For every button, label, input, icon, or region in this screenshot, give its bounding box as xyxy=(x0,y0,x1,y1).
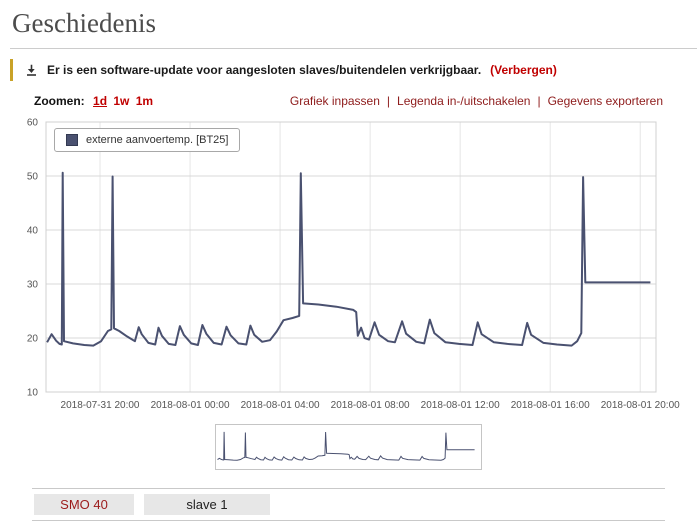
tabs-divider-top xyxy=(32,488,665,489)
svg-text:60: 60 xyxy=(27,118,39,129)
download-icon xyxy=(25,64,38,77)
link-separator: | xyxy=(537,94,541,108)
history-chart[interactable]: 10 20 30 40 50 60 2018-07-31 20:00 2018-08-01 0… xyxy=(12,116,697,412)
svg-text:2018-08-01 12:00: 2018-08-01 12:00 xyxy=(421,400,500,411)
chart-legend[interactable]: externe aanvoertemp. [BT25] xyxy=(54,128,241,152)
svg-text:20: 20 xyxy=(27,334,39,345)
zoom-label: Zoomen: xyxy=(34,94,85,108)
tab-smo40[interactable]: SMO 40 xyxy=(34,494,134,515)
zoom-option-1d[interactable]: 1d xyxy=(93,94,108,108)
svg-text:2018-08-01 04:00: 2018-08-01 04:00 xyxy=(241,400,320,411)
chart-navigator[interactable] xyxy=(215,424,482,470)
tab-slave1-label: slave 1 xyxy=(186,497,228,512)
chart-controls: Zoomen: 1d 1w 1m Grafiek inpassen | Legend… xyxy=(34,94,663,108)
link-separator: | xyxy=(386,94,391,108)
navigator-canvas[interactable] xyxy=(216,425,479,469)
svg-text:2018-08-01 20:00: 2018-08-01 20:00 xyxy=(601,400,680,411)
zoom-controls: Zoomen: 1d 1w 1m xyxy=(34,94,156,108)
page-title: Geschiedenis xyxy=(12,8,156,38)
svg-text:50: 50 xyxy=(27,172,39,183)
tab-smo40-label: SMO 40 xyxy=(60,497,108,512)
zoom-option-1m[interactable]: 1m xyxy=(135,94,154,108)
svg-text:2018-08-01 00:00: 2018-08-01 00:00 xyxy=(151,400,230,411)
svg-text:10: 10 xyxy=(27,388,39,399)
chart-action-links: Grafiek inpassen | Legenda in-/uitschakele… xyxy=(290,94,663,108)
toggle-legend-link[interactable]: Legenda in-/uitschakelen xyxy=(397,94,531,108)
svg-text:30: 30 xyxy=(27,280,39,291)
tabs-divider-bottom xyxy=(32,520,665,521)
title-divider xyxy=(10,48,697,49)
series-swatch xyxy=(66,134,78,146)
chart-canvas[interactable]: 10 20 30 40 50 60 2018-07-31 20:00 2018-08-01 0… xyxy=(12,116,680,412)
alert-dismiss-link[interactable]: (Verbergen) xyxy=(490,63,557,77)
export-data-link[interactable]: Gegevens exporteren xyxy=(547,94,663,108)
tab-slave1[interactable]: slave 1 xyxy=(144,494,270,515)
svg-text:2018-08-01 16:00: 2018-08-01 16:00 xyxy=(511,400,590,411)
fit-graph-link[interactable]: Grafiek inpassen xyxy=(289,94,380,108)
device-tabs: SMO 40 slave 1 xyxy=(34,494,697,515)
alert-text: Er is een software-update voor aangeslot… xyxy=(47,63,482,77)
svg-text:2018-08-01 08:00: 2018-08-01 08:00 xyxy=(331,400,410,411)
svg-text:40: 40 xyxy=(27,226,39,237)
svg-text:2018-07-31 20:00: 2018-07-31 20:00 xyxy=(61,400,140,411)
update-alert: Er is een software-update voor aangeslot… xyxy=(10,59,697,81)
series-label: externe aanvoertemp. [BT25] xyxy=(86,134,229,146)
zoom-option-1w[interactable]: 1w xyxy=(113,94,130,108)
